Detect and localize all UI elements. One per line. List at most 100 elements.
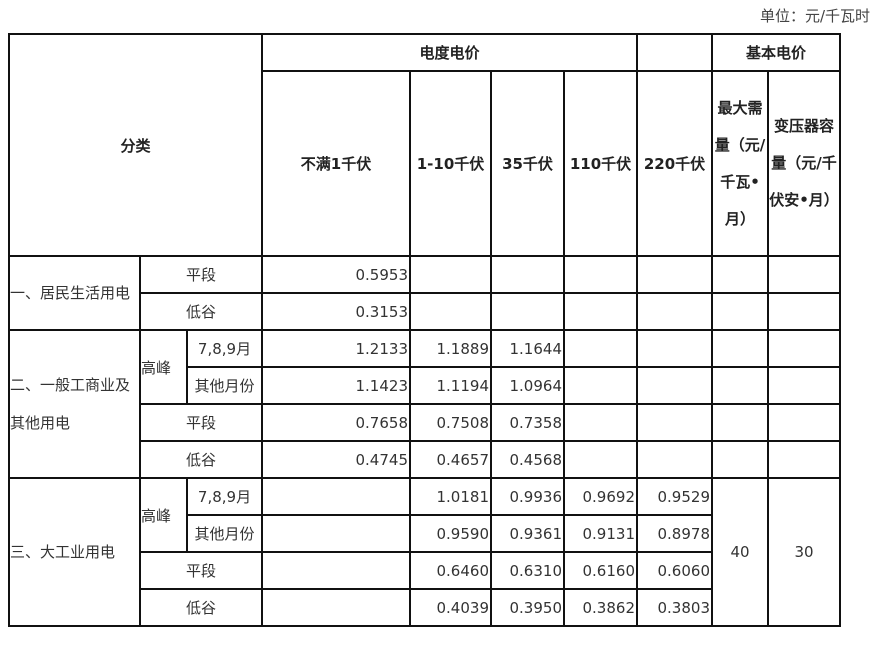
- table-row: 低谷 0.4745 0.4657 0.4568: [9, 440, 841, 479]
- price-cell: 0.4568: [490, 440, 565, 479]
- empty-cell: [490, 255, 565, 294]
- category-label: 二、一般工商业及其他用电: [8, 329, 141, 479]
- table-row: 平段 0.7658 0.7508 0.7358: [9, 403, 841, 442]
- header-category: 分类: [8, 33, 263, 257]
- header-basic-price: 基本电价: [711, 33, 841, 72]
- header-voltage-220kv: 220千伏: [636, 70, 713, 257]
- header-voltage-35kv: 35千伏: [490, 70, 565, 257]
- price-cell: 1.1644: [490, 329, 565, 368]
- table-row: 低谷 0.3153: [9, 292, 841, 331]
- empty-cell: [711, 403, 769, 442]
- price-cell: 1.1194: [409, 366, 492, 405]
- empty-cell: [636, 329, 713, 368]
- period-label: 平段: [139, 551, 263, 590]
- empty-cell: [711, 292, 769, 331]
- price-cell: 1.1423: [261, 366, 411, 405]
- price-cell: 0.9529: [636, 477, 713, 516]
- empty-cell: [711, 329, 769, 368]
- table-row: 平段 0.6460 0.6310 0.6160 0.6060: [9, 551, 840, 590]
- price-cell: 0.9936: [490, 477, 565, 516]
- empty-cell: [563, 366, 638, 405]
- price-cell: 1.2133: [261, 329, 411, 368]
- table-row: 低谷 0.4039 0.3950 0.3862 0.3803: [9, 588, 840, 627]
- period-label: 7,8,9月: [186, 329, 263, 368]
- empty-cell: [636, 440, 713, 479]
- category-label: 一、居民生活用电: [8, 255, 141, 331]
- period-label: 平段: [139, 403, 263, 442]
- price-cell: 0.4039: [409, 588, 492, 627]
- price-cell: 0.9361: [490, 514, 565, 553]
- header-max-demand: 最大需量（元/千瓦•月）: [711, 70, 769, 257]
- price-cell: 0.4745: [261, 440, 411, 479]
- header-energy-price: 电度电价: [261, 33, 638, 72]
- period-label: 其他月份: [186, 514, 263, 553]
- price-cell: 0.3153: [261, 292, 411, 331]
- category-label: 三、大工业用电: [8, 477, 141, 627]
- price-cell: 0.9590: [409, 514, 492, 553]
- empty-cell: [767, 403, 841, 442]
- period-label: 低谷: [139, 292, 263, 331]
- table-body: 一、居民生活用电 平段 0.5953 低谷 0.3153 二、一般工商业及其他用电 高峰 7,…: [8, 255, 841, 627]
- table-row: 其他月份 1.1423 1.1194 1.0964: [9, 366, 841, 405]
- period-label: 平段: [139, 255, 263, 294]
- header-transformer-capacity: 变压器容量（元/千伏安•月）: [767, 70, 841, 257]
- empty-cell: [711, 255, 769, 294]
- peak-label: 高峰: [139, 477, 188, 553]
- price-cell: 0.7658: [261, 403, 411, 442]
- price-cell: 0.9131: [563, 514, 638, 553]
- price-cell: 0.7508: [409, 403, 492, 442]
- empty-cell: [636, 292, 713, 331]
- period-label: 其他月份: [186, 366, 263, 405]
- empty-cell: [767, 366, 841, 405]
- price-cell: 0.8978: [636, 514, 713, 553]
- empty-cell: [563, 292, 638, 331]
- peak-label: 高峰: [139, 329, 188, 405]
- empty-cell: [711, 440, 769, 479]
- empty-cell: [636, 403, 713, 442]
- header-voltage-1-10kv: 1-10千伏: [409, 70, 492, 257]
- price-cell: 0.6460: [409, 551, 492, 590]
- max-demand-value: 40: [711, 477, 769, 627]
- transformer-capacity-value: 30: [767, 477, 841, 627]
- period-label: 低谷: [139, 588, 263, 627]
- empty-cell: [767, 255, 841, 294]
- price-cell: 0.6060: [636, 551, 713, 590]
- empty-cell: [261, 514, 411, 553]
- table-row: 一、居民生活用电 平段 0.5953: [8, 255, 841, 331]
- price-cell: 0.3950: [490, 588, 565, 627]
- empty-cell: [261, 477, 411, 516]
- table-row: 其他月份 0.9590 0.9361 0.9131 0.8978: [9, 514, 840, 553]
- empty-cell: [261, 588, 411, 627]
- empty-cell: [636, 366, 713, 405]
- price-cell: 1.0181: [409, 477, 492, 516]
- empty-cell: [767, 440, 841, 479]
- price-cell: 0.3803: [636, 588, 713, 627]
- price-cell: 0.9692: [563, 477, 638, 516]
- empty-cell: [261, 551, 411, 590]
- unit-label: 单位：元/千瓦时: [759, 7, 870, 25]
- empty-cell: [563, 329, 638, 368]
- empty-cell: [767, 329, 841, 368]
- header-empty-cell: [636, 33, 713, 72]
- electricity-price-table: 分类 电度电价 基本电价 不满1千伏 1-10千伏 35千伏 110千伏 220…: [8, 33, 841, 627]
- header-voltage-110kv: 110千伏: [563, 70, 638, 257]
- period-label: 低谷: [139, 440, 263, 479]
- header-voltage-under-1kv: 不满1千伏: [261, 70, 411, 257]
- price-cell: 1.1889: [409, 329, 492, 368]
- price-cell: 0.5953: [261, 255, 411, 294]
- price-cell: 0.3862: [563, 588, 638, 627]
- table-row: 二、一般工商业及其他用电 高峰 7,8,9月 1.2133 1.1889 1.1644: [8, 329, 841, 479]
- empty-cell: [563, 440, 638, 479]
- empty-cell: [563, 255, 638, 294]
- empty-cell: [767, 292, 841, 331]
- empty-cell: [409, 255, 492, 294]
- price-cell: 0.7358: [490, 403, 565, 442]
- empty-cell: [409, 292, 492, 331]
- empty-cell: [490, 292, 565, 331]
- price-cell: 0.6310: [490, 551, 565, 590]
- price-cell: 0.6160: [563, 551, 638, 590]
- period-label: 7,8,9月: [186, 477, 263, 516]
- empty-cell: [711, 366, 769, 405]
- table-row: 三、大工业用电 高峰 7,8,9月 1.0181 0.9936 0.9692 0.9529 4…: [8, 477, 841, 627]
- price-cell: 0.4657: [409, 440, 492, 479]
